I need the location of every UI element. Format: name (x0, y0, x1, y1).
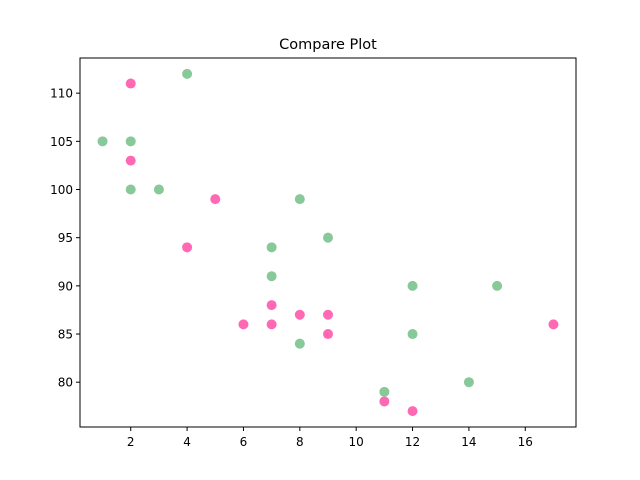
series-1-point (492, 280, 503, 291)
x-tick-label: 8 (296, 435, 304, 449)
series-1-point (125, 136, 136, 147)
series-2-point (379, 396, 390, 407)
series-1-point (463, 377, 474, 388)
plot-area-frame (79, 57, 577, 428)
x-tick-label: 4 (183, 435, 191, 449)
chart-title: Compare Plot (279, 37, 377, 53)
series-2-point (407, 406, 418, 417)
series-2-point (266, 319, 277, 330)
series-2-point (548, 319, 559, 330)
x-tick-label: 14 (461, 435, 476, 449)
series-1-point (379, 386, 390, 397)
y-tick-label: 85 (58, 328, 73, 342)
data-points (97, 68, 559, 417)
y-tick-label: 90 (58, 279, 73, 293)
x-tick-label: 2 (127, 435, 135, 449)
series-2-point (125, 78, 136, 89)
x-axis-ticks: 2 4 6 8 10 12 14 16 (127, 427, 533, 449)
x-tick-label: 16 (518, 435, 533, 449)
y-tick-label: 95 (58, 231, 73, 245)
series-2-point (238, 319, 249, 330)
series-1-point (182, 68, 193, 79)
series-2-point (125, 155, 136, 166)
series-2-point (294, 309, 305, 320)
series-2-point (323, 329, 333, 340)
y-tick-label: 105 (50, 135, 73, 149)
series-2-point (210, 194, 221, 205)
y-tick-label: 110 (50, 87, 73, 101)
series-1-point (407, 280, 418, 291)
series-1-point (294, 338, 305, 349)
series-2-point (266, 300, 277, 311)
y-tick-label: 80 (58, 376, 73, 390)
y-tick-label: 100 (50, 183, 73, 197)
series-2-point (323, 309, 333, 320)
x-tick-label: 12 (405, 435, 420, 449)
x-tick-label: 10 (349, 435, 364, 449)
series-1-point (153, 184, 164, 195)
series-1-point (407, 329, 418, 340)
series-1-point (266, 242, 277, 253)
x-tick-label: 6 (240, 435, 248, 449)
series-1-point (125, 184, 136, 195)
series-2-point (182, 242, 193, 253)
series-1-point (97, 136, 108, 147)
series-1-point (266, 271, 277, 282)
series-1-point (323, 232, 333, 243)
y-axis-ticks: 80 85 90 95 100 105 110 (50, 87, 80, 390)
series-1-point (294, 194, 305, 205)
